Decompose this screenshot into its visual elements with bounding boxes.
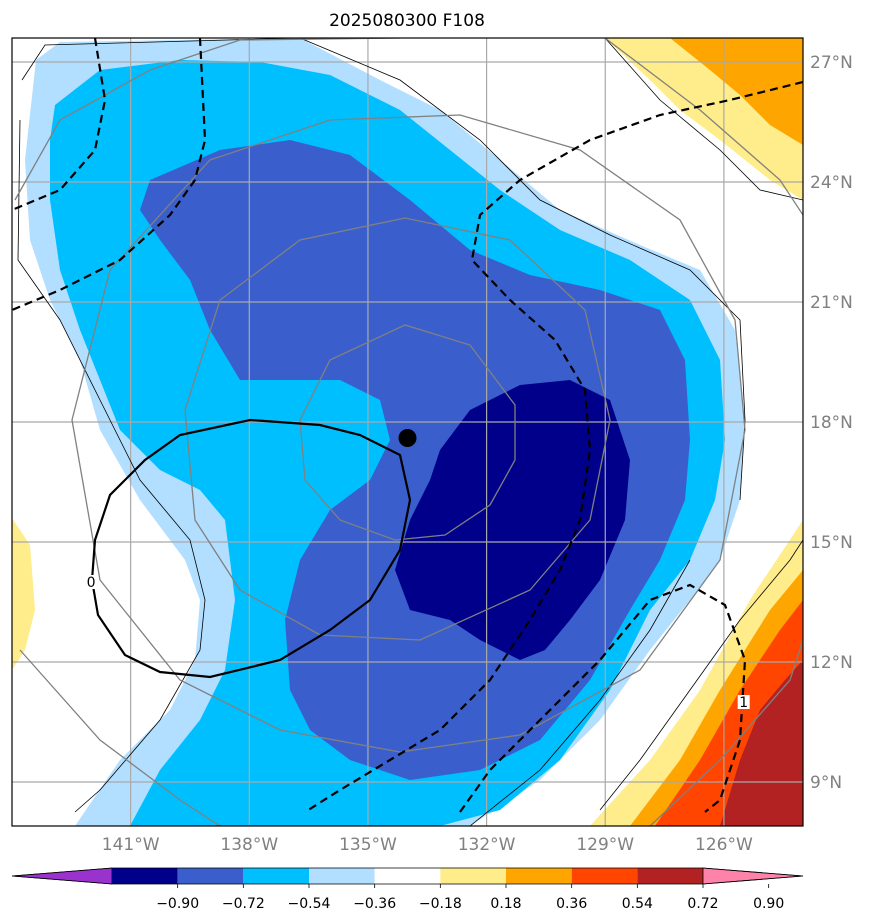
colorbar-tick-label: 0.72 — [687, 896, 718, 912]
colorbar-box — [506, 868, 572, 884]
dashed-contours — [12, 38, 803, 813]
colorbar-tick-label: 0.18 — [490, 896, 521, 912]
y-tick-label: 27°N — [810, 53, 853, 73]
colorbar-box — [374, 868, 441, 884]
contour-label: 0 — [87, 575, 96, 591]
colorbar-box — [177, 868, 244, 884]
colorbar-tick-label: 0.54 — [622, 896, 653, 912]
chart-title: 2025080300 F108 — [329, 11, 485, 31]
x-axis-ticks: 141°W 138°W 135°W 132°W 129°W 126°W — [102, 835, 753, 855]
contour-label-bg — [737, 695, 750, 709]
colorbar-box — [112, 868, 178, 884]
ring-3 — [71, 114, 746, 753]
contour-labels: 01 — [85, 575, 750, 711]
x-tick-label: 141°W — [102, 835, 160, 855]
center-marker — [398, 429, 417, 447]
colorbar-box — [637, 868, 703, 884]
colorbar-box — [571, 868, 638, 884]
colorbar: −0.90 −0.72 −0.54 −0.36 −0.18 0.18 0.36 0.54 0.7… — [11, 867, 804, 912]
contour-label: 1 — [739, 695, 748, 711]
y-tick-label: 18°N — [810, 413, 853, 433]
x-tick-label: 126°W — [695, 835, 753, 855]
x-tick-label: 135°W — [339, 835, 397, 855]
colorbar-outline — [11, 867, 804, 885]
x-tick-label: 138°W — [220, 835, 278, 855]
ring-2 — [184, 217, 611, 641]
ring-4 — [14, 38, 803, 826]
outline-contours — [17, 38, 803, 826]
colorbar-extend-high — [702, 867, 804, 885]
gray-rings — [14, 38, 803, 826]
colorbar-box — [309, 868, 375, 884]
ring-1 — [299, 324, 516, 541]
y-axis-ticks: 27°N 24°N 21°N 18°N 15°N 12°N 9°N — [810, 53, 853, 793]
map-area: 01 — [12, 38, 803, 826]
colorbar-tick-label: −0.72 — [222, 896, 265, 912]
colorbar-tick-label: −0.90 — [156, 896, 199, 912]
colorbar-box — [440, 868, 506, 884]
band-pos-darkred-se — [720, 660, 803, 826]
band-pos-yellow-w — [12, 518, 35, 670]
gridlines — [12, 38, 803, 826]
y-tick-label: 9°N — [810, 773, 842, 793]
y-tick-label: 21°N — [810, 293, 853, 313]
x-tick-label: 132°W — [458, 835, 516, 855]
colorbar-extend-low — [11, 867, 113, 885]
colorbar-tick-label: 0.36 — [556, 896, 587, 912]
colorbar-tick-label: −0.18 — [419, 896, 462, 912]
colorbar-tick-label: −0.36 — [353, 896, 396, 912]
map-frame — [11, 37, 804, 827]
colorbar-tick-label: 0.90 — [753, 896, 784, 912]
x-tick-label: 129°W — [576, 835, 634, 855]
contour-label-bg — [85, 575, 98, 589]
y-tick-label: 15°N — [810, 533, 853, 553]
y-tick-label: 24°N — [810, 173, 853, 193]
band-pos-orange-ne — [670, 38, 803, 145]
colorbar-box — [243, 868, 309, 884]
band-navy — [395, 380, 630, 660]
solid-contour — [90, 418, 412, 679]
colorbar-tick-label: −0.54 — [288, 896, 331, 912]
y-tick-label: 12°N — [810, 653, 853, 673]
